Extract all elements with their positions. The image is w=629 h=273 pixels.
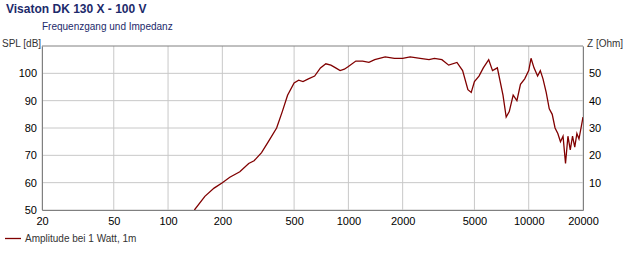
legend-swatch xyxy=(5,238,21,239)
y-axis-tick-label: 70 xyxy=(25,149,37,161)
subtitle: Frequenzgang und Impedanz xyxy=(42,21,173,32)
x-axis-tick-label: 200 xyxy=(214,215,232,227)
x-axis-tick: 5000 xyxy=(463,210,487,227)
y-axis-tick: 60 xyxy=(25,177,42,189)
y-grid-line xyxy=(42,100,583,101)
y-axis-tick: 70 xyxy=(25,149,42,161)
x-axis-tick-label: 20 xyxy=(36,215,48,227)
x-axis-line xyxy=(43,210,584,211)
y2-axis-tick: 10 xyxy=(583,177,601,189)
y2-axis-title: Z [Ohm] xyxy=(587,38,623,49)
legend-label: Amplitude bei 1 Watt, 1m xyxy=(25,233,136,244)
y-axis-tick-label: 60 xyxy=(25,177,37,189)
frame-top xyxy=(42,46,583,47)
y2-axis-tick: 20 xyxy=(583,149,601,161)
y-grid-line xyxy=(42,155,583,156)
y-axis-tick-label: 100 xyxy=(19,67,37,79)
y2-axis-tick-label: 20 xyxy=(589,149,601,161)
x-axis-tick-label: 20000 xyxy=(568,215,599,227)
grid xyxy=(42,46,583,210)
y-axis-tick-label: 80 xyxy=(25,122,37,134)
y2-axis-tick-label: 30 xyxy=(589,122,601,134)
x-axis-tick-label: 1000 xyxy=(337,215,361,227)
x-axis-tick: 500 xyxy=(285,210,303,227)
legend: Amplitude bei 1 Watt, 1m xyxy=(5,233,136,244)
y2-axis-tick-label: 10 xyxy=(589,177,601,189)
x-axis-tick: 200 xyxy=(214,210,232,227)
y-grid-line xyxy=(42,182,583,183)
y2-axis-tick-label: 50 xyxy=(589,67,601,79)
x-grid-line xyxy=(42,46,43,210)
x-axis-tick-label: 50 xyxy=(108,215,120,227)
x-axis-tick-label: 10000 xyxy=(514,215,545,227)
y-axis-tick: 90 xyxy=(25,95,42,107)
y2-axis-tick: 40 xyxy=(583,95,601,107)
x-axis-tick: 50 xyxy=(108,210,120,227)
y-axis-tick: 50 xyxy=(25,204,42,216)
title: Visaton DK 130 X - 100 V xyxy=(6,2,147,16)
y-axis-tick-label: 50 xyxy=(25,204,37,216)
series-line xyxy=(194,57,583,210)
chart: 2050100200500100020005000100002000050607… xyxy=(0,0,629,273)
x-axis-tick: 10000 xyxy=(514,210,545,227)
y-axis: 50 60 70 80 90 100 xyxy=(19,47,43,217)
y-grid-line xyxy=(42,73,583,74)
x-axis-tick-label: 100 xyxy=(159,215,177,227)
y2-axis-tick: 50 xyxy=(583,67,601,79)
x-axis-tick-label: 5000 xyxy=(463,215,487,227)
x-axis-tick: 20 xyxy=(36,210,48,227)
y-axis-tick-label: 90 xyxy=(25,95,37,107)
x-axis-tick-label: 500 xyxy=(285,215,303,227)
y-axis-line xyxy=(42,47,43,211)
y-grid-line xyxy=(42,128,583,129)
y2-axis-line xyxy=(583,47,584,211)
x-axis: 20 50 100 200 500 1000 2000 5000 10000 20000 xyxy=(36,210,598,227)
x-axis-tick-label: 2000 xyxy=(391,215,415,227)
plot-area xyxy=(194,57,583,210)
y2-axis-tick-label: 40 xyxy=(589,95,601,107)
y2-axis: 10 20 30 40 50 xyxy=(583,47,601,211)
y-axis-tick: 80 xyxy=(25,122,42,134)
y-grid-line xyxy=(42,210,583,211)
y-axis-title: SPL [dB] xyxy=(2,38,41,49)
x-axis-tick: 2000 xyxy=(391,210,415,227)
y-axis-tick: 100 xyxy=(19,67,42,79)
x-axis-tick: 100 xyxy=(159,210,177,227)
x-axis-tick: 1000 xyxy=(337,210,361,227)
x-axis-tick: 20000 xyxy=(568,210,599,227)
y2-axis-tick: 30 xyxy=(583,122,601,134)
